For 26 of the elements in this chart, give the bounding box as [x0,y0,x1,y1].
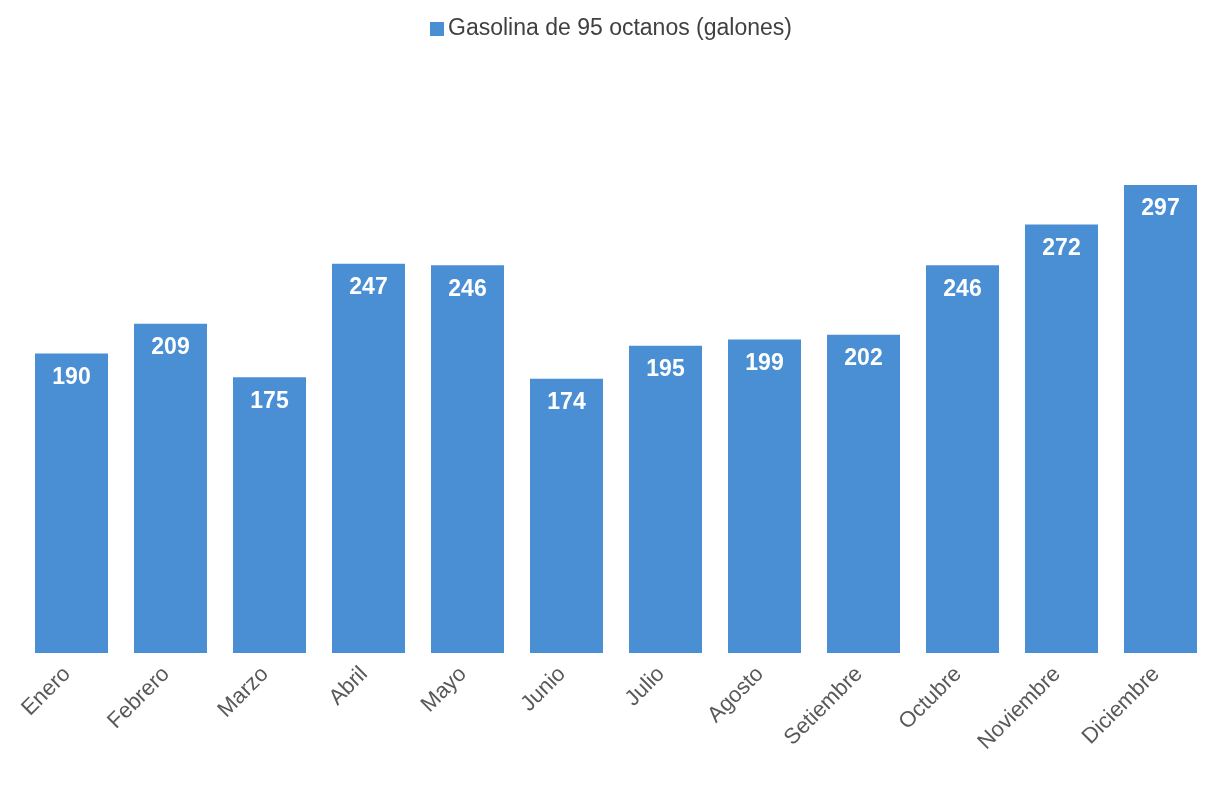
legend-label: Gasolina de 95 octanos (galones) [448,14,792,40]
bar [1124,185,1197,653]
bar [629,345,702,653]
data-label: 199 [745,348,784,375]
data-label: 175 [250,386,289,413]
data-label: 209 [151,333,190,359]
x-tick-label: Julio [619,660,670,711]
data-label: 246 [448,274,487,301]
bar [1025,224,1098,653]
data-label: 246 [943,274,982,301]
bar [134,323,207,653]
bar [35,353,108,653]
data-label: 190 [52,362,91,389]
data-label: 174 [547,388,586,415]
data-label: 247 [349,273,388,300]
bar [827,334,900,653]
bar [926,265,999,653]
bar [332,263,405,653]
data-label: 202 [844,344,883,371]
data-label: 297 [1141,194,1180,221]
bar [233,377,306,653]
data-label: 195 [646,355,685,382]
data-label: 272 [1042,233,1081,260]
bar [728,339,801,653]
bar [530,378,603,653]
bar [431,265,504,653]
